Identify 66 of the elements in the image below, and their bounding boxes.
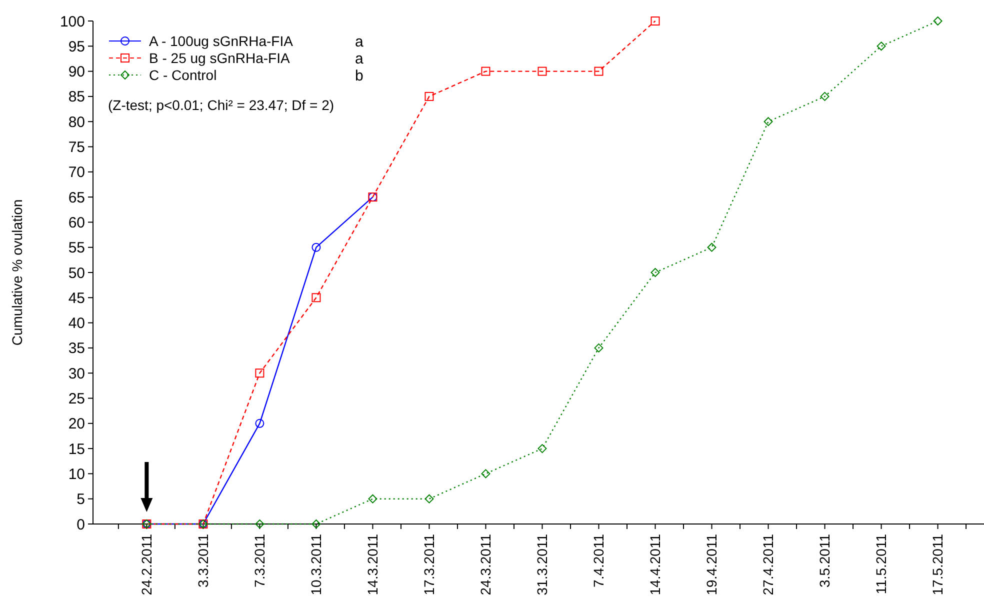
y-tick-label: 55 <box>68 240 85 257</box>
legend-label: B - 25 ug sGnRHa-FIA <box>149 50 290 66</box>
x-tick-label: 17.3.2011 <box>421 534 438 596</box>
y-tick-label: 85 <box>68 88 85 106</box>
y-tick-label: 40 <box>68 315 85 332</box>
annotation: b <box>355 67 364 84</box>
x-tick-label: 7.3.2011 <box>252 534 268 588</box>
y-tick-label: 25 <box>68 390 85 408</box>
point <box>594 343 604 352</box>
point <box>312 520 321 528</box>
y-tick-label: 75 <box>68 139 85 156</box>
y-tick-label: 0 <box>76 516 85 534</box>
x-tick-label: 10.3.2011 <box>308 534 324 596</box>
x-tick-label: 31.3.2011 <box>534 534 550 596</box>
x-tick-label: 3.3.2011 <box>195 534 212 588</box>
x-tick-label: 24.2.2011 <box>138 534 155 596</box>
point <box>933 16 942 26</box>
annotation: (Z-test; p<0.01; Chi² = 23.47; Df = 2) <box>108 96 334 113</box>
y-tick-label: 60 <box>68 214 85 232</box>
point <box>255 368 264 378</box>
point <box>538 444 547 454</box>
point <box>255 418 264 428</box>
annotation: a <box>355 50 364 68</box>
point <box>255 520 264 528</box>
x-tick-label: 7.4.2011 <box>590 534 607 588</box>
point <box>820 92 830 101</box>
point <box>424 494 434 504</box>
y-tick-label: 100 <box>60 13 85 30</box>
point <box>764 117 773 126</box>
point <box>876 42 886 51</box>
x-tick-label: 14.3.2011 <box>364 534 381 596</box>
y-tick-label: 10 <box>68 466 85 483</box>
point <box>368 494 378 504</box>
y-tick-label: 35 <box>68 340 85 358</box>
y-tick-label: 95 <box>68 38 85 56</box>
y-axis-title: Cumulative % ovulation <box>9 199 25 346</box>
y-tick-label: 30 <box>68 365 85 382</box>
point <box>481 66 490 76</box>
legend-label: A - 100ug sGnRHa-FIA <box>149 32 294 49</box>
point <box>312 242 321 252</box>
point <box>424 92 434 101</box>
y-tick-label: 15 <box>68 440 85 458</box>
point <box>538 66 547 76</box>
y-tick-label: 45 <box>68 290 85 307</box>
x-tick-label: 17.5.2011 <box>930 534 946 596</box>
x-tick-label: 19.4.2011 <box>704 534 720 596</box>
legend-label: C - Control <box>149 66 217 83</box>
y-tick-label: 5 <box>76 491 85 508</box>
y-tick-label: 50 <box>68 264 85 282</box>
x-tick-label: 24.3.2011 <box>478 534 494 596</box>
point <box>707 242 716 252</box>
x-tick-label: 14.4.2011 <box>647 534 664 596</box>
y-tick-label: 80 <box>68 114 85 131</box>
x-tick-label: 11.5.2011 <box>873 534 890 594</box>
point <box>481 469 490 478</box>
y-tick-label: 20 <box>68 416 85 433</box>
x-tick-label: 27.4.2011 <box>760 534 776 596</box>
point <box>312 293 321 302</box>
y-tick-label: 65 <box>68 189 85 206</box>
point <box>594 66 604 76</box>
x-tick-label: 3.5.2011 <box>816 534 833 588</box>
y-tick-label: 90 <box>68 64 85 81</box>
point <box>650 268 660 277</box>
annotation: a <box>355 33 364 50</box>
point <box>650 16 660 26</box>
y-tick-label: 70 <box>68 164 85 182</box>
